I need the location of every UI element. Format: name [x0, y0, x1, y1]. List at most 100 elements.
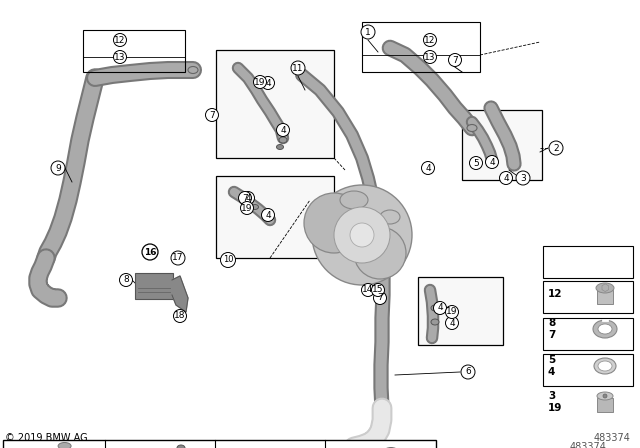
Bar — [543, 246, 633, 278]
Text: 4: 4 — [265, 211, 271, 220]
Text: 9: 9 — [55, 164, 61, 172]
Circle shape — [205, 108, 218, 121]
Text: 15: 15 — [372, 285, 384, 294]
Circle shape — [361, 25, 375, 39]
Text: 483374: 483374 — [570, 442, 607, 448]
Text: 17: 17 — [172, 254, 184, 263]
Ellipse shape — [58, 443, 71, 448]
Text: 4: 4 — [437, 303, 443, 313]
Text: 12: 12 — [548, 289, 563, 299]
Circle shape — [445, 316, 458, 329]
Bar — [597, 290, 613, 304]
Ellipse shape — [188, 66, 198, 73]
Text: 14: 14 — [362, 285, 374, 294]
Bar — [418, 277, 503, 345]
Ellipse shape — [593, 320, 617, 338]
Circle shape — [549, 141, 563, 155]
Circle shape — [422, 161, 435, 175]
Circle shape — [445, 306, 458, 319]
Text: 483374: 483374 — [593, 433, 630, 443]
Circle shape — [142, 244, 158, 260]
Text: 11: 11 — [292, 64, 304, 73]
Circle shape — [449, 53, 461, 66]
FancyBboxPatch shape — [135, 273, 173, 299]
Ellipse shape — [467, 125, 477, 132]
Ellipse shape — [596, 283, 614, 293]
Circle shape — [334, 207, 390, 263]
Bar — [597, 398, 613, 412]
Text: 19: 19 — [254, 78, 266, 86]
Circle shape — [516, 171, 530, 185]
Text: 3
19: 3 19 — [548, 391, 563, 413]
Text: 7: 7 — [209, 111, 215, 120]
Ellipse shape — [597, 392, 613, 400]
Text: 19: 19 — [446, 307, 458, 316]
Circle shape — [603, 394, 607, 398]
Circle shape — [424, 34, 436, 47]
Bar — [543, 318, 633, 350]
Text: ⬡: ⬡ — [601, 283, 609, 293]
Text: 12: 12 — [115, 35, 125, 44]
Circle shape — [312, 185, 412, 285]
Circle shape — [241, 191, 255, 204]
Circle shape — [113, 34, 127, 47]
Ellipse shape — [276, 145, 284, 150]
Circle shape — [241, 202, 253, 215]
Circle shape — [350, 223, 374, 247]
Text: 7: 7 — [377, 293, 383, 302]
Text: 4: 4 — [425, 164, 431, 172]
Ellipse shape — [340, 191, 368, 209]
Circle shape — [470, 156, 483, 169]
Circle shape — [221, 253, 236, 267]
Polygon shape — [172, 276, 188, 312]
Circle shape — [262, 77, 275, 90]
Circle shape — [486, 155, 499, 168]
Text: 5
4: 5 4 — [548, 355, 556, 377]
Text: 8: 8 — [123, 276, 129, 284]
Bar — [216, 176, 334, 258]
Circle shape — [371, 284, 385, 297]
Circle shape — [262, 208, 275, 221]
Ellipse shape — [279, 137, 287, 143]
Ellipse shape — [431, 319, 439, 325]
Bar — [83, 30, 185, 72]
Text: 13: 13 — [115, 52, 125, 61]
Text: 4: 4 — [489, 158, 495, 167]
Bar — [543, 354, 633, 386]
Text: 5: 5 — [473, 159, 479, 168]
Circle shape — [424, 51, 436, 64]
Circle shape — [354, 227, 406, 279]
Circle shape — [276, 124, 289, 137]
Text: 12: 12 — [424, 35, 436, 44]
Text: 10: 10 — [223, 255, 233, 264]
Circle shape — [433, 302, 447, 314]
Circle shape — [362, 284, 374, 297]
Ellipse shape — [177, 445, 185, 448]
Text: © 2019 BMW AG: © 2019 BMW AG — [5, 433, 88, 443]
Text: 2: 2 — [553, 143, 559, 152]
Text: 3: 3 — [520, 173, 526, 182]
Text: 16: 16 — [144, 247, 156, 257]
Ellipse shape — [380, 210, 400, 224]
Circle shape — [461, 365, 475, 379]
Circle shape — [51, 161, 65, 175]
Circle shape — [374, 292, 387, 305]
Text: 7: 7 — [242, 194, 248, 202]
Text: 18: 18 — [174, 311, 186, 320]
Ellipse shape — [252, 204, 259, 210]
Circle shape — [499, 172, 513, 185]
Ellipse shape — [598, 361, 612, 371]
Bar — [362, 22, 480, 72]
Text: 4: 4 — [503, 173, 509, 182]
Circle shape — [291, 61, 305, 75]
Circle shape — [173, 310, 186, 323]
Bar — [3, 440, 436, 448]
Circle shape — [253, 76, 266, 89]
Text: 7: 7 — [452, 56, 458, 65]
Bar — [216, 50, 334, 158]
Circle shape — [113, 51, 127, 64]
Ellipse shape — [598, 324, 612, 334]
Text: 13: 13 — [424, 52, 436, 61]
Bar — [462, 110, 542, 180]
Text: 19: 19 — [241, 203, 253, 212]
